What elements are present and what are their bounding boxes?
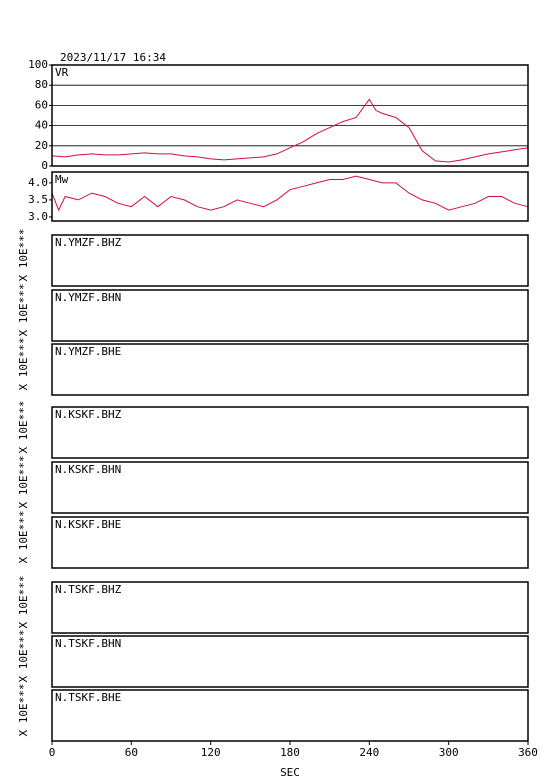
station-name: N.TSKF.BHZ [55, 583, 122, 596]
station-name: N.TSKF.BHE [55, 691, 121, 704]
panel-frame [51, 64, 529, 167]
scale-label: X 10E*** [17, 630, 30, 683]
scale-label: X 10E*** [17, 401, 30, 454]
station-name: N.YMZF.BHZ [55, 236, 122, 249]
scale-label: X 10E*** [17, 229, 30, 282]
panel-frame [51, 171, 529, 222]
station-frame [51, 689, 529, 742]
station-name: N.TSKF.BHN [55, 637, 121, 650]
scale-label: X 10E*** [17, 338, 30, 391]
station-frame [51, 581, 529, 634]
y-tick-label: 80 [35, 78, 48, 91]
station-name: N.KSKF.BHE [55, 518, 121, 531]
y-tick-label: 0 [41, 159, 48, 172]
y-tick-label: 3.5 [28, 193, 48, 206]
station-frame [51, 516, 529, 569]
station-name: N.YMZF.BHE [55, 345, 121, 358]
data-line [51, 98, 529, 163]
x-tick-label: 60 [125, 746, 138, 759]
station-frame [51, 289, 529, 342]
data-line [51, 175, 529, 212]
x-axis-label: SEC [280, 766, 300, 779]
station-frame [51, 461, 529, 514]
scale-label: X 10E*** [17, 456, 30, 509]
scale-label: X 10E*** [17, 684, 30, 737]
scale-label: X 10E*** [17, 284, 30, 337]
y-tick-label: 60 [35, 98, 48, 111]
station-frame [51, 234, 529, 287]
x-tick-label: 360 [518, 746, 538, 759]
y-tick-label: 4.0 [28, 176, 48, 189]
station-frame [51, 343, 529, 396]
panel-label: VR [55, 66, 69, 79]
y-tick-label: 3.0 [28, 210, 48, 223]
timestamp: 2023/11/17 16:34 [60, 51, 166, 64]
x-tick-label: 0 [49, 746, 56, 759]
scale-label: X 10E*** [17, 511, 30, 564]
x-tick-label: 240 [359, 746, 379, 759]
station-frame [51, 635, 529, 688]
x-tick-label: 300 [439, 746, 459, 759]
y-tick-label: 100 [28, 58, 48, 71]
station-name: N.KSKF.BHN [55, 463, 121, 476]
y-tick-label: 40 [35, 119, 48, 132]
y-tick-label: 20 [35, 139, 48, 152]
station-frame [51, 406, 529, 459]
station-name: N.YMZF.BHN [55, 291, 121, 304]
station-name: N.KSKF.BHZ [55, 408, 122, 421]
scale-label: X 10E*** [17, 576, 30, 629]
panel-label: Mw [55, 173, 69, 186]
x-tick-label: 180 [280, 746, 300, 759]
x-tick-label: 120 [201, 746, 221, 759]
